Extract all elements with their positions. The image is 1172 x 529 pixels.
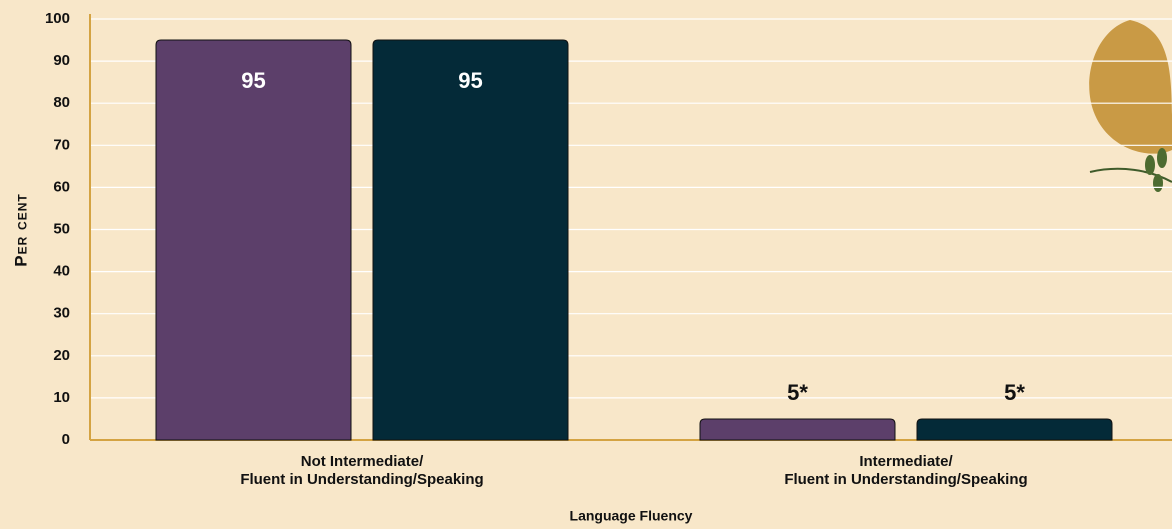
y-tick-label: 70: [53, 136, 70, 153]
value-label: 95: [241, 68, 265, 93]
y-tick-label: 30: [53, 305, 70, 322]
y-tick-label: 20: [53, 347, 70, 364]
bar: [699, 418, 896, 441]
y-tick-label: 0: [62, 431, 70, 448]
decoration: [1089, 20, 1172, 192]
y-tick-label: 40: [53, 263, 70, 280]
bar: [916, 418, 1113, 441]
x-tick-label: Intermediate/ Fluent in Understanding/Sp…: [784, 453, 1028, 488]
y-tick-label: 10: [53, 389, 70, 406]
bar: [372, 39, 569, 441]
y-axis-title: Per cent: [11, 193, 30, 266]
x-tick-label: Not Intermediate/ Fluent in Understandin…: [240, 453, 484, 488]
y-tick-label: 90: [53, 52, 70, 69]
x-axis-title: Language Fluency: [570, 508, 693, 524]
value-label: 5*: [787, 380, 808, 405]
y-tick-label: 80: [53, 94, 70, 111]
y-tick-label: 100: [45, 10, 70, 27]
value-label: 95: [458, 68, 482, 93]
bar: [155, 39, 352, 441]
value-label: 5*: [1004, 380, 1025, 405]
y-tick-label: 60: [53, 178, 70, 195]
y-tick-label: 50: [53, 220, 70, 237]
